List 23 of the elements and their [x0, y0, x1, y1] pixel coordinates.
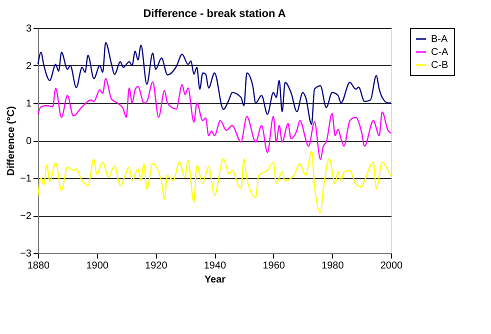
line-series	[37, 42, 392, 125]
y-tick-label: 0	[26, 136, 32, 147]
x-tick-label: 1900	[86, 260, 109, 272]
y-tick-label: 2	[26, 61, 32, 72]
x-tick-label: 1880	[27, 260, 50, 272]
y-tick-label: 1	[26, 98, 32, 110]
legend-label: C-B	[431, 60, 449, 71]
chart-title: Difference - break station A	[143, 8, 286, 20]
line-series	[37, 78, 392, 160]
legend-label: C-A	[431, 47, 449, 58]
legend-label: B-A	[431, 34, 448, 45]
y-tick-label: −3	[20, 248, 32, 260]
x-tick-label: 2000	[380, 260, 404, 272]
line-series	[37, 150, 392, 214]
y-tick-label: −1	[20, 174, 32, 184]
y-axis-title: Difference (°C)	[6, 106, 18, 176]
x-tick-label: 1940	[204, 260, 227, 272]
x-axis-title: Year	[204, 274, 226, 286]
y-tick-label: −2	[20, 211, 32, 222]
x-tick-label: 1920	[145, 260, 168, 272]
x-tick-label: 1960	[262, 260, 286, 272]
x-tick-label: 1980	[322, 260, 344, 272]
y-tick-label: 3	[26, 24, 32, 34]
